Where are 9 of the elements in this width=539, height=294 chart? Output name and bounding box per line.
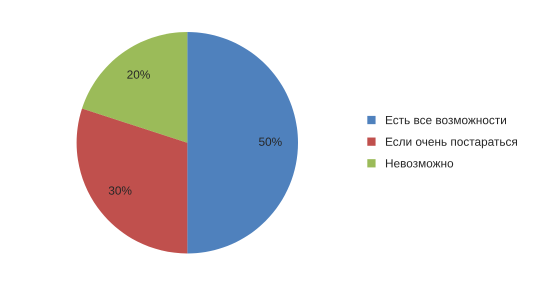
pie-slice (76, 108, 188, 254)
pie-slice (82, 32, 188, 143)
data-label: 50% (258, 138, 282, 146)
legend-label: Невозможно (386, 159, 454, 168)
pie-slice (187, 32, 298, 254)
legend-label: Если очень постараться (386, 138, 517, 148)
data-label: 20% (127, 70, 150, 79)
legend-label: Есть все возможности (386, 116, 506, 124)
data-label: 30% (108, 186, 132, 195)
